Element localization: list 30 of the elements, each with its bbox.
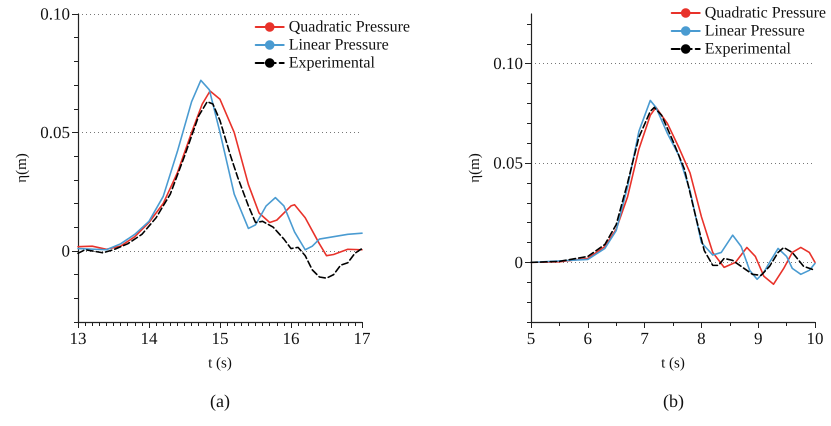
legend-label: Experimental: [704, 40, 792, 58]
legend-label: Linear Pressure: [288, 36, 389, 54]
x-tick-label: 17: [354, 329, 371, 348]
text: (a): [210, 391, 230, 411]
text: (b): [663, 391, 684, 411]
x-axis-title: t (s): [661, 356, 685, 372]
y-tick-label: 0.10: [493, 54, 523, 74]
x-tick-label: 15: [212, 329, 228, 348]
y-tick-label: 0: [514, 252, 523, 272]
y-tick-label: 0: [62, 241, 70, 260]
x-tick-label: 8: [697, 329, 706, 348]
y-tick-label: 0.05: [493, 154, 523, 173]
y-axis-title: η(m): [14, 153, 30, 183]
y-axis-title: η(m): [466, 153, 483, 183]
x-tick-label: 16: [282, 329, 300, 348]
x-tick-label: 6: [584, 329, 592, 348]
y-tick-label: 0.05: [40, 122, 70, 142]
x-tick-label: 5: [526, 329, 536, 348]
x-tick-label: 9: [754, 329, 762, 348]
line-series: [77, 100, 363, 279]
y-tick-label: 0.10: [40, 4, 70, 24]
legend-label: Quadratic Pressure: [704, 4, 826, 22]
x-tick-label: 13: [70, 329, 86, 348]
legend-label: Quadratic Pressure: [288, 18, 410, 36]
x-tick-label: 7: [640, 329, 650, 348]
x-tick-label: 14: [140, 329, 158, 348]
x-axis-title: t (s): [208, 356, 232, 372]
legend-label: Experimental: [288, 54, 376, 72]
legend-label: Linear Pressure: [704, 22, 805, 40]
x-tick-label: 10: [806, 329, 824, 348]
